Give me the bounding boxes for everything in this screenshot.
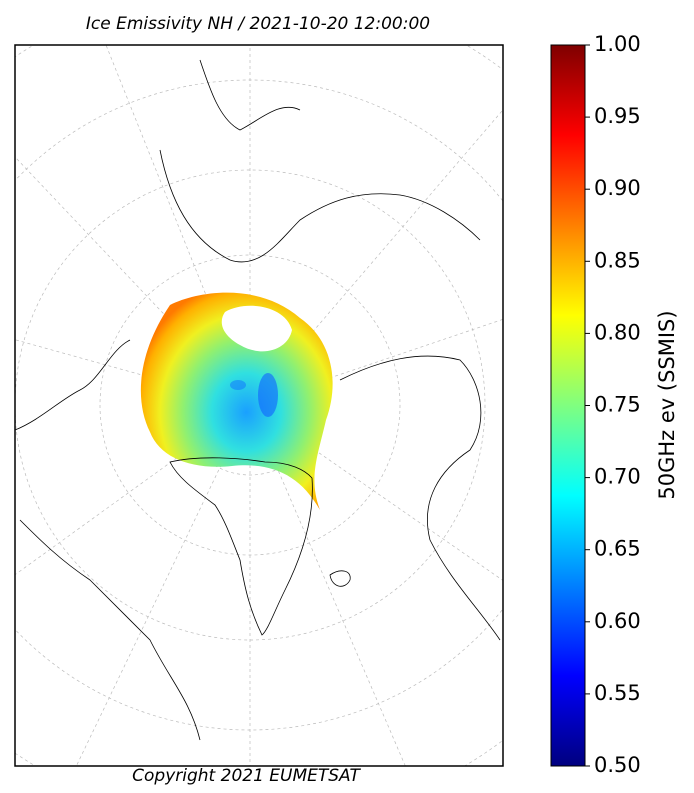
colorbar-label: 50GHz ev (SSMIS) [655, 310, 679, 499]
coastlines [15, 59, 501, 741]
copyright: Copyright 2021 EUMETSAT [132, 766, 361, 786]
colorbar-tick-label: 0.55 [594, 681, 641, 705]
map-frame [14, 44, 504, 767]
colorbar-tick-label: 0.60 [594, 609, 641, 633]
map-title: Ice Emissivity NH / 2021-10-20 12:00:00 [86, 14, 430, 34]
colorbar-tick-label: 0.75 [594, 393, 641, 417]
colorbar [550, 44, 586, 767]
map [15, 45, 503, 766]
colorbar-tick-label: 0.90 [594, 176, 641, 200]
colorbar-tick-label: 0.95 [594, 104, 641, 128]
colorbar-tick-label: 0.70 [594, 465, 641, 489]
colorbar-tick-label: 0.85 [594, 248, 641, 272]
colorbar-tick-label: 0.65 [594, 537, 641, 561]
colorbar-tick-label: 1.00 [594, 32, 641, 56]
sea-ice [140, 292, 333, 510]
colorbar-tick-label: 0.80 [594, 320, 641, 344]
colorbar-tick-label: 0.50 [594, 753, 641, 777]
